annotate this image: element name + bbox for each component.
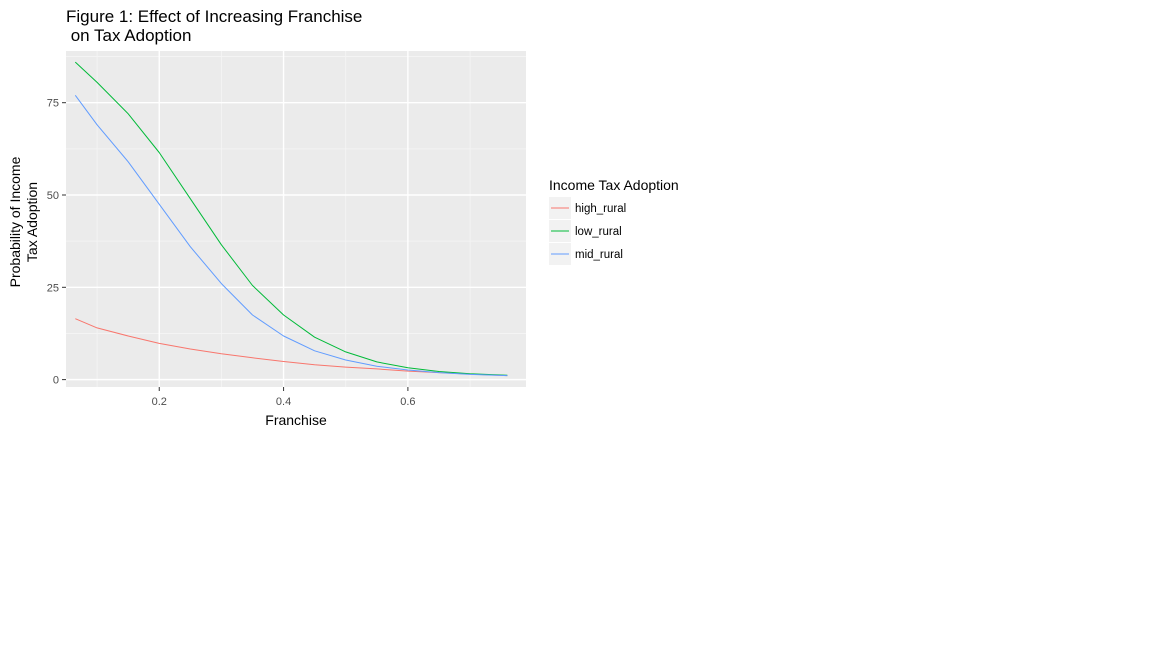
chart-title-line-2: on Tax Adoption: [66, 26, 191, 45]
x-axis-title: Franchise: [265, 412, 327, 428]
series-line-mid_rural: [74, 95, 508, 377]
y-tick-label-3: 75: [47, 98, 59, 110]
x-tick-label-0: 0.2: [152, 396, 167, 408]
plot-panel: [66, 51, 526, 387]
y-axis: 0 25 50 75: [47, 98, 66, 387]
y-axis-title-line-2: Tax Adoption: [24, 182, 40, 262]
grid-minor: [66, 51, 526, 387]
y-axis-title-line-1: Probability of Income: [7, 156, 23, 287]
y-tick-label-1: 25: [47, 282, 59, 294]
series-line-low_rural: [74, 61, 508, 376]
legend-label-mid_rural: mid_rural: [575, 249, 623, 261]
y-tick-label-2: 50: [47, 190, 59, 202]
grid-major: [66, 51, 526, 387]
series-lines: [74, 61, 508, 377]
x-tick-label-1: 0.4: [276, 396, 291, 408]
x-axis: 0.2 0.4 0.6: [152, 387, 416, 408]
chart-title-line-1: Figure 1: Effect of Increasing Franchise: [66, 7, 362, 26]
legend: Income Tax Adoption high_rural low_ruralm…: [549, 177, 679, 265]
y-axis-title: Probability of Income Tax Adoption: [7, 156, 40, 287]
x-tick-label-2: 0.6: [400, 396, 415, 408]
legend-items: high_rural low_rural mid_rural: [549, 197, 626, 265]
legend-label-low_rural: low_rural: [575, 226, 622, 238]
legend-title: Income Tax Adoption: [549, 177, 679, 193]
y-tick-label-0: 0: [53, 375, 59, 387]
legend-label-high_rural: high_rural: [575, 203, 626, 215]
